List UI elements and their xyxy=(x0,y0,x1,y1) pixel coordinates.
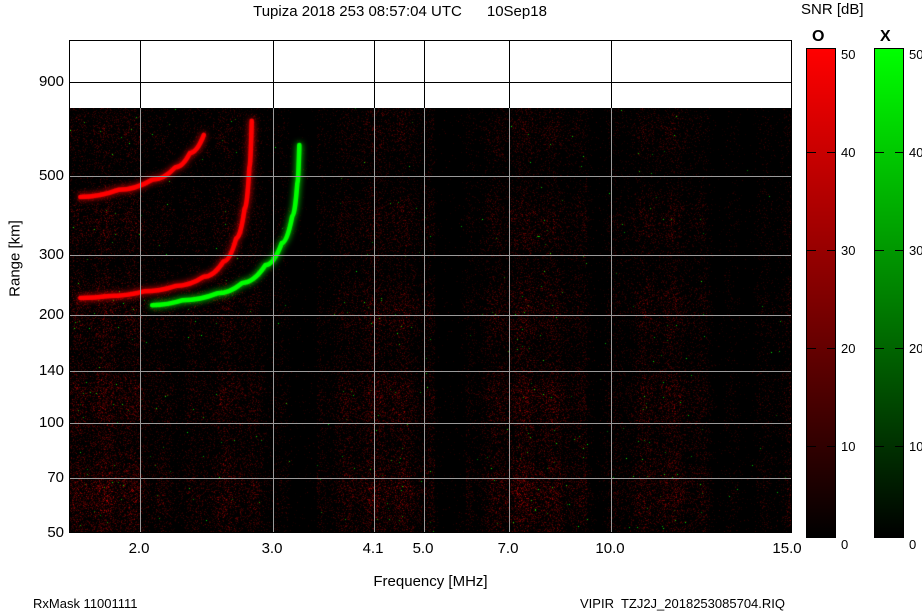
y-tick-label: 500 xyxy=(38,167,64,184)
upper-white-band xyxy=(70,41,791,108)
colorbar-o-tick: 30 xyxy=(841,243,856,258)
ionogram-canvas xyxy=(70,108,791,532)
colorbar-x-dash xyxy=(895,446,904,447)
footer-filename: VIPIR TZJ2J_2018253085704.RIQ xyxy=(580,596,785,611)
colorbar-x-dash xyxy=(875,348,884,349)
chart-title: Tupiza 2018 253 08:57:04 UTC 10Sep18 xyxy=(253,2,547,20)
colorbar-o-dash xyxy=(827,446,836,447)
x-tick-label: 5.0 xyxy=(412,540,434,557)
footer-rxmask: RxMask 11001111 xyxy=(33,596,138,611)
colorbar-o-dash xyxy=(807,152,816,153)
colorbar-x xyxy=(874,48,904,538)
ionogram-data-canvas xyxy=(70,108,791,532)
colorbar-x-tick: 20 xyxy=(909,341,922,356)
x-tick-label: 7.0 xyxy=(497,540,519,557)
colorbar-x-tick: 10 xyxy=(909,439,922,454)
gridline-h-100 xyxy=(70,423,791,424)
colorbar-x-tick: 50 xyxy=(909,47,922,62)
colorbar-header: SNR [dB] xyxy=(801,1,864,18)
gridline-v xyxy=(140,41,141,108)
y-tick-label: 50 xyxy=(47,524,64,541)
colorbar-o-dash xyxy=(827,152,836,153)
colorbar-o-tick: 20 xyxy=(841,341,856,356)
colorbar-o-tick: 50 xyxy=(841,47,856,62)
gridline-h-500 xyxy=(70,176,791,177)
y-tick-label: 70 xyxy=(47,469,64,486)
gridline-v xyxy=(374,108,375,532)
x-tick-label: 2.0 xyxy=(128,540,150,557)
x-axis-title: Frequency [MHz] xyxy=(373,573,488,590)
x-tick-label: 10.0 xyxy=(595,540,625,557)
gridline-v xyxy=(611,108,612,532)
colorbar-x-letter: X xyxy=(880,28,891,45)
colorbar-o-tick: 0 xyxy=(841,537,849,552)
y-tick-label: 140 xyxy=(38,362,64,379)
y-tick-label: 300 xyxy=(38,246,64,263)
colorbar-o-letter: O xyxy=(812,28,825,45)
colorbar-o-dash xyxy=(807,250,816,251)
colorbar-x-tick: 30 xyxy=(909,243,922,258)
colorbar-x-dash xyxy=(875,152,884,153)
colorbar-x-dash xyxy=(895,348,904,349)
gridline-v xyxy=(424,41,425,108)
gridline-v xyxy=(273,108,274,532)
colorbar-x-dash xyxy=(875,250,884,251)
ionogram-plot xyxy=(69,40,792,533)
colorbar-x-tick: 40 xyxy=(909,145,922,160)
colorbar-o-tick: 10 xyxy=(841,439,856,454)
colorbar-x-dash xyxy=(895,152,904,153)
colorbar-o xyxy=(806,48,836,538)
x-tick-label: 3.0 xyxy=(261,540,283,557)
colorbar-o-dash xyxy=(827,250,836,251)
gridline-v xyxy=(273,41,274,108)
x-tick-label: 4.1 xyxy=(362,540,384,557)
colorbar-x-dash xyxy=(895,250,904,251)
gridline-v xyxy=(509,108,510,532)
gridline-v xyxy=(611,41,612,108)
colorbar-o-dash xyxy=(807,348,816,349)
y-tick-label: 900 xyxy=(38,73,64,90)
gridline-h-70 xyxy=(70,478,791,479)
colorbar-o-dash xyxy=(807,446,816,447)
colorbar-o-tick: 40 xyxy=(841,145,856,160)
y-tick-label: 200 xyxy=(38,306,64,323)
gridline-v xyxy=(374,41,375,108)
x-tick-label: 15.0 xyxy=(772,540,802,557)
gridline-h-200 xyxy=(70,315,791,316)
gridline-v xyxy=(140,108,141,532)
gridline-h-900 xyxy=(70,82,791,83)
gridline-v xyxy=(424,108,425,532)
y-tick-label: 100 xyxy=(38,414,64,431)
gridline-v xyxy=(509,41,510,108)
colorbar-x-tick: 0 xyxy=(909,537,917,552)
colorbar-x-dash xyxy=(875,446,884,447)
gridline-h-300 xyxy=(70,255,791,256)
y-axis-title: Range [km] xyxy=(6,220,24,297)
colorbar-o-dash xyxy=(827,348,836,349)
y-axis: 900 500 300 200 140 100 70 50 Range [km] xyxy=(0,0,65,614)
gridline-h-140 xyxy=(70,371,791,372)
